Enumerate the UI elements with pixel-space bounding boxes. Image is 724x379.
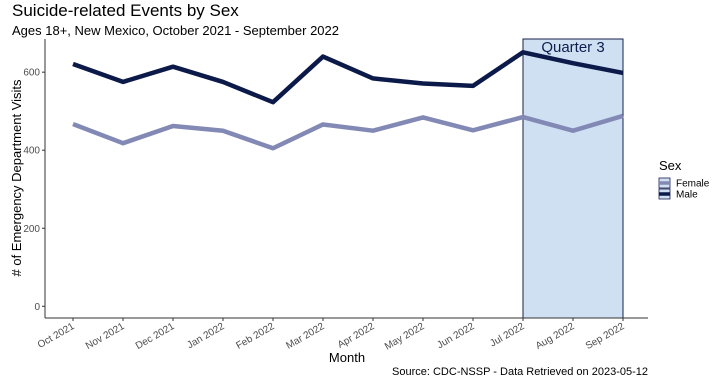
x-axis-title: Month bbox=[329, 350, 365, 365]
legend-label-male: Male bbox=[676, 190, 698, 201]
legend-label-female: Female bbox=[676, 179, 710, 190]
x-tick-label: Oct 2021 bbox=[36, 321, 77, 351]
x-tick-label: Mar 2022 bbox=[284, 321, 326, 352]
x-tick-label: Apr 2022 bbox=[336, 321, 377, 351]
highlight-band-label: Quarter 3 bbox=[541, 39, 604, 56]
highlight-band bbox=[522, 38, 624, 319]
chart-subtitle: Ages 18+, New Mexico, October 2021 - Sep… bbox=[12, 23, 339, 38]
x-tick-label: Jan 2022 bbox=[185, 321, 227, 351]
series-line-male bbox=[72, 50, 624, 105]
x-tick-label: May 2022 bbox=[383, 321, 427, 353]
y-tick-label: 200 bbox=[23, 224, 40, 235]
y-tick-label: 0 bbox=[34, 302, 40, 313]
x-tick-label: Dec 2021 bbox=[134, 321, 177, 352]
source-caption: Source: CDC-NSSP - Data Retrieved on 202… bbox=[392, 366, 648, 378]
y-tick-label: 400 bbox=[23, 146, 40, 157]
legend-title: Sex bbox=[659, 158, 682, 173]
y-axis-title: # of Emergency Department Visits bbox=[9, 79, 24, 277]
series-line-female bbox=[72, 113, 624, 151]
y-tick-label: 600 bbox=[23, 68, 40, 79]
x-tick-label: Nov 2021 bbox=[84, 321, 127, 352]
x-tick-label: Jun 2022 bbox=[435, 321, 477, 351]
x-tick-label: Sep 2022 bbox=[584, 321, 627, 352]
x-tick-label: Jul 2022 bbox=[488, 321, 527, 350]
x-tick-label: Aug 2022 bbox=[534, 321, 577, 352]
x-tick-label: Feb 2022 bbox=[234, 321, 276, 352]
chart-title: Suicide-related Events by Sex bbox=[12, 1, 239, 20]
